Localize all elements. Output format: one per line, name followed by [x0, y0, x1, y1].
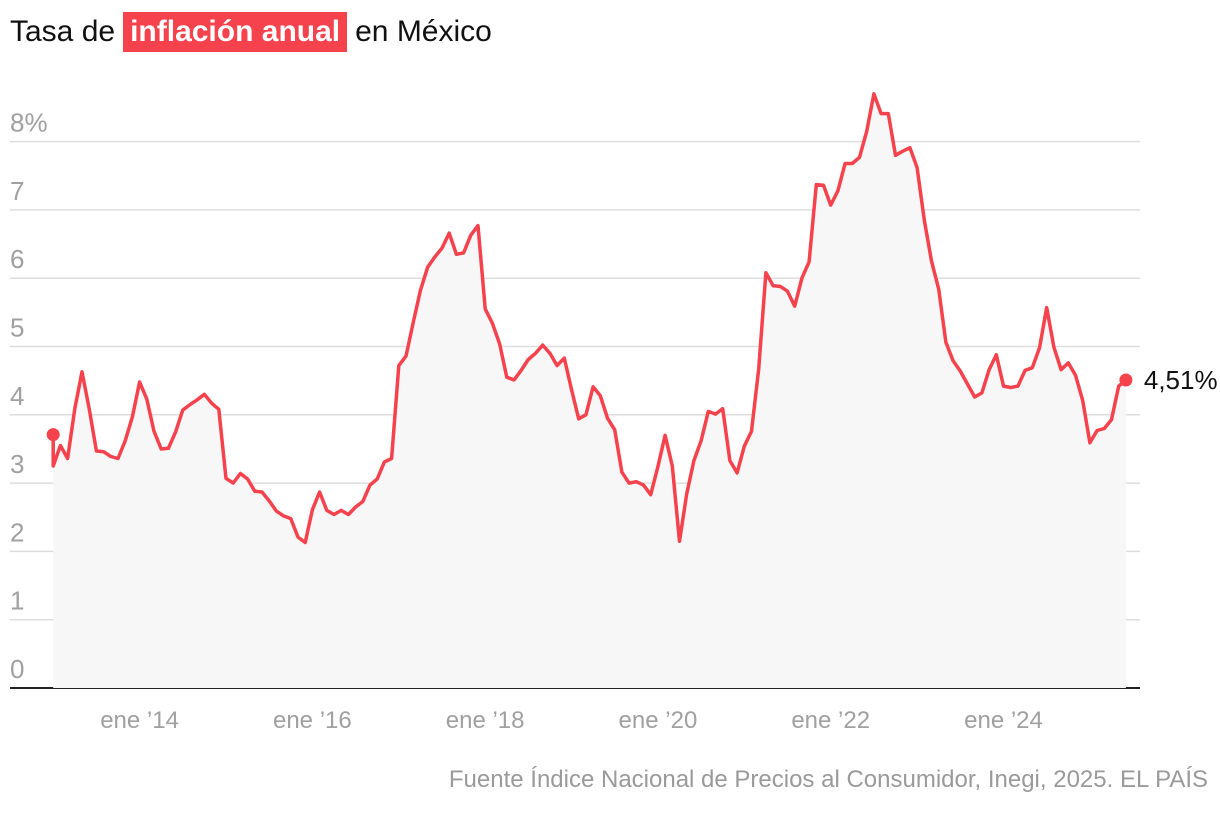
title-suffix: en México [355, 15, 492, 48]
x-tick-label: ene ’24 [964, 707, 1043, 734]
x-tick-label: ene ’18 [446, 707, 525, 734]
area-under-line [53, 93, 1126, 689]
title-prefix: Tasa de [10, 15, 116, 48]
markers-group: 4,51% [46, 365, 1218, 467]
y-tick-label: 8% [10, 108, 48, 138]
series-group [51, 92, 1128, 545]
series-line-inflation [51, 92, 1128, 545]
x-axis-labels: ene ’14 ene ’16 ene ’18 ene ’20 ene ’22 ene ’… [100, 707, 1043, 734]
area-fill [53, 93, 1126, 689]
y-tick-label: 1 [10, 586, 24, 616]
y-axis-labels: 0 1 2 3 4 5 6 7 8% [10, 108, 48, 684]
title-highlight: inflación anual [123, 12, 348, 52]
y-tick-label: 0 [10, 654, 24, 684]
y-tick-label: 5 [10, 313, 24, 343]
y-tick-label: 2 [10, 517, 24, 547]
source-note: Fuente Índice Nacional de Precios al Con… [448, 766, 1208, 793]
y-tick-label: 4 [10, 381, 24, 411]
y-tick-label: 6 [10, 244, 24, 274]
last-point-marker [1119, 373, 1133, 387]
x-tick-label: ene ’14 [100, 707, 179, 734]
x-tick-label: ene ’20 [619, 707, 698, 734]
y-tick-label: 7 [10, 176, 24, 206]
x-tick-label: ene ’22 [791, 707, 870, 734]
chart-title: Tasa de inflación anual en México [10, 12, 492, 52]
y-tick-label: 3 [10, 449, 24, 479]
end-value-label: 4,51% [1144, 365, 1218, 395]
x-tick-label: ene ’16 [273, 707, 352, 734]
